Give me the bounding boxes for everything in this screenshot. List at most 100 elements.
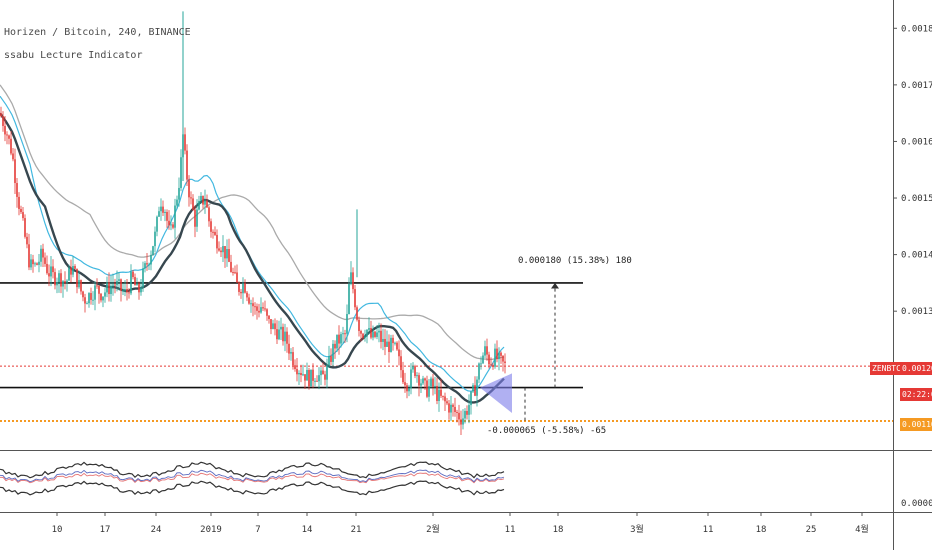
candle-body <box>274 323 276 330</box>
candle-body <box>112 284 114 286</box>
candle-body <box>374 331 376 337</box>
candle-body <box>330 356 332 362</box>
time-tick-label: 24 <box>151 525 162 535</box>
candle-body <box>62 281 64 287</box>
candle-body <box>86 303 88 305</box>
candle-body <box>478 363 480 380</box>
candle-body <box>204 200 206 205</box>
candle-body <box>344 333 346 335</box>
candle-body <box>214 231 216 235</box>
candle-body <box>288 343 290 354</box>
candle-body <box>146 263 148 265</box>
candle-body <box>356 307 358 320</box>
candle-body <box>222 246 224 253</box>
candle-body <box>50 266 52 277</box>
candle-body <box>366 329 368 337</box>
candle-body <box>328 356 330 366</box>
candle-body <box>42 248 44 258</box>
candle-body <box>314 380 316 382</box>
candle-body <box>272 323 274 329</box>
time-tick-label: 11 <box>505 525 516 535</box>
candle-body <box>128 292 130 294</box>
candle-body <box>334 343 336 349</box>
candle-body <box>448 403 450 413</box>
price-tick-label: 0.001800 <box>901 24 932 34</box>
candle-body <box>174 205 176 228</box>
candle-body <box>256 306 258 311</box>
candle-body <box>338 334 340 344</box>
candle-body <box>26 236 28 245</box>
candle-body <box>240 291 242 294</box>
candle-body <box>312 369 314 381</box>
candle-body <box>480 363 482 365</box>
candle-body <box>318 375 320 382</box>
candle-body <box>308 369 310 387</box>
candle-body <box>464 410 466 419</box>
candle-body <box>150 255 152 265</box>
candle-body <box>348 283 350 315</box>
candle-body <box>434 385 436 387</box>
candle-body <box>468 405 470 415</box>
candle-body <box>424 378 426 381</box>
osc-main-line <box>0 469 505 483</box>
time-tick-label: 25 <box>806 525 817 535</box>
candle-body <box>68 267 70 281</box>
candle-body <box>114 284 116 286</box>
support-price-tag: 0.001106 <box>900 418 932 431</box>
candle-body <box>236 272 238 283</box>
candle-body <box>302 374 304 376</box>
candle-body <box>206 200 208 208</box>
price-tick-label: 0.001700 <box>901 81 932 91</box>
candle-body <box>354 289 356 308</box>
candle-body <box>298 372 300 375</box>
candle-body <box>482 355 484 364</box>
candle-body <box>90 293 92 300</box>
candle-body <box>18 196 20 209</box>
candle-body <box>306 369 308 381</box>
candle-body <box>412 366 414 370</box>
candle-body <box>432 378 434 387</box>
candle-body <box>32 259 34 265</box>
candle-body <box>198 200 200 210</box>
candle-body <box>350 272 352 284</box>
symbol-tag: ZENBTC <box>870 362 903 375</box>
candle-body <box>436 385 438 401</box>
candle-body <box>28 244 30 268</box>
candle-body <box>440 389 442 396</box>
candle-body <box>52 266 54 273</box>
candle-body <box>154 231 156 247</box>
candle-body <box>376 332 378 337</box>
candle-body <box>282 326 284 342</box>
candle-body <box>190 197 192 199</box>
candle-body <box>46 263 48 274</box>
candle-body <box>392 337 394 344</box>
candle-body <box>260 307 262 313</box>
candle-body <box>130 271 132 294</box>
candle-body <box>402 370 404 383</box>
candle-body <box>290 352 292 354</box>
time-tick-label: 7 <box>255 525 260 535</box>
price-tick-label: 0.001500 <box>901 194 932 204</box>
candle-body <box>24 218 26 237</box>
candle-body <box>266 309 268 316</box>
candle-body <box>494 348 496 367</box>
candle-body <box>352 272 354 290</box>
candle-body <box>134 277 136 286</box>
candle-body <box>142 268 144 288</box>
candle-body <box>110 285 112 295</box>
candle-body <box>410 369 412 389</box>
candle-body <box>100 293 102 301</box>
time-tick-label: 21 <box>351 525 362 535</box>
candle-body <box>158 211 160 217</box>
candle-body <box>456 411 458 413</box>
candle-body <box>0 113 2 117</box>
time-tick-label: 4월 <box>855 523 869 535</box>
candle-body <box>326 365 328 380</box>
candle-body <box>22 212 24 219</box>
candle-body <box>122 290 124 292</box>
candle-body <box>72 266 74 275</box>
candle-body <box>200 195 202 201</box>
candle-body <box>310 369 312 387</box>
candle-body <box>262 307 264 309</box>
